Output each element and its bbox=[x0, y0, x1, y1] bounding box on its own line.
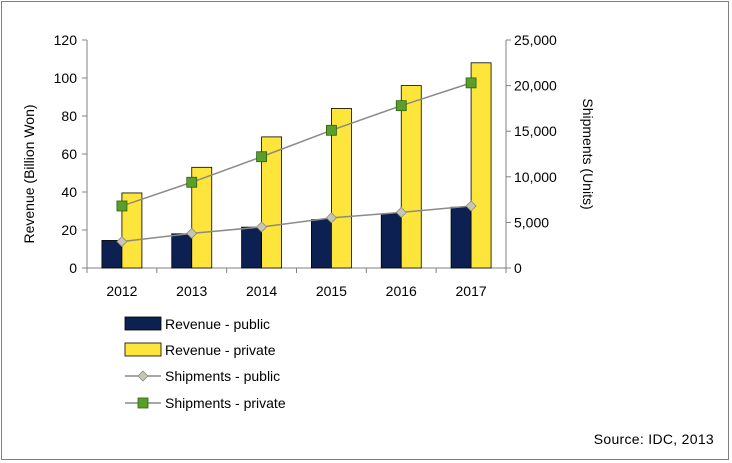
y2-axis-title: Shipments (Units) bbox=[580, 98, 596, 209]
bar-revenue-public bbox=[311, 219, 332, 269]
legend-marker-diamond bbox=[137, 370, 149, 382]
shipments-public-point bbox=[465, 200, 477, 212]
y-tick-label: 20 bbox=[61, 222, 77, 238]
shipments-public-point bbox=[186, 227, 198, 239]
legend-label: Shipments - private bbox=[165, 395, 286, 411]
y2-tick-label: 5,000 bbox=[514, 214, 549, 230]
y2-tick-label: 20,000 bbox=[514, 78, 557, 94]
bar-revenue-private bbox=[470, 62, 492, 269]
shipments-private-point bbox=[395, 100, 407, 112]
shipments-private-point bbox=[465, 77, 477, 89]
bar-revenue-private bbox=[331, 108, 352, 269]
bar-revenue-public bbox=[171, 233, 193, 269]
y2-tick-label: 10,000 bbox=[514, 169, 557, 185]
y2-tick-label: 0 bbox=[514, 260, 522, 276]
legend-swatch-revenue-private bbox=[124, 342, 162, 357]
bar-revenue-private bbox=[121, 192, 143, 269]
y-tick-label: 40 bbox=[61, 184, 77, 200]
legend-label: Revenue - public bbox=[165, 316, 270, 332]
y-tick-label: 100 bbox=[54, 70, 78, 86]
shipments-public-point bbox=[325, 212, 337, 224]
shipments-private-point bbox=[326, 124, 337, 136]
legend-marker-square bbox=[137, 397, 149, 409]
y-tick-label: 0 bbox=[69, 260, 77, 276]
bar-revenue-private bbox=[261, 136, 282, 269]
legend-swatch-revenue-public bbox=[124, 316, 162, 331]
y-tick-label: 60 bbox=[61, 146, 77, 162]
bar-revenue-private bbox=[400, 85, 422, 269]
x-tick-label: 2016 bbox=[386, 283, 417, 299]
y2-tick-label: 25,000 bbox=[514, 32, 557, 48]
shipments-private-point bbox=[256, 151, 267, 163]
shipments-private-line bbox=[121, 82, 472, 207]
bar-revenue-public bbox=[101, 240, 123, 269]
legend-label: Shipments - public bbox=[165, 368, 280, 384]
bar-revenue-public bbox=[450, 206, 472, 269]
bar-revenue-public bbox=[380, 213, 402, 269]
shipments-private-point bbox=[116, 200, 128, 212]
bar-revenue-public bbox=[241, 226, 262, 269]
legend-label: Revenue - private bbox=[165, 342, 276, 358]
y-axis-title: Revenue (Billion Won) bbox=[21, 104, 37, 243]
shipments-public-line bbox=[121, 205, 472, 243]
shipments-public-point bbox=[256, 221, 268, 233]
x-tick-label: 2013 bbox=[176, 283, 207, 299]
shipments-public-point bbox=[116, 235, 128, 248]
y2-tick-label: 15,000 bbox=[514, 123, 557, 139]
x-tick-label: 2014 bbox=[246, 283, 277, 299]
y-tick-label: 120 bbox=[54, 32, 78, 48]
shipments-public-point bbox=[395, 206, 407, 218]
source-note: Source: IDC, 2013 bbox=[593, 431, 714, 447]
x-tick-label: 2017 bbox=[456, 283, 487, 299]
shipments-private-point bbox=[186, 176, 198, 188]
x-tick-label: 2012 bbox=[106, 283, 137, 299]
bar-revenue-private bbox=[191, 166, 213, 269]
y-tick-label: 80 bbox=[61, 108, 77, 124]
x-tick-label: 2015 bbox=[316, 283, 347, 299]
